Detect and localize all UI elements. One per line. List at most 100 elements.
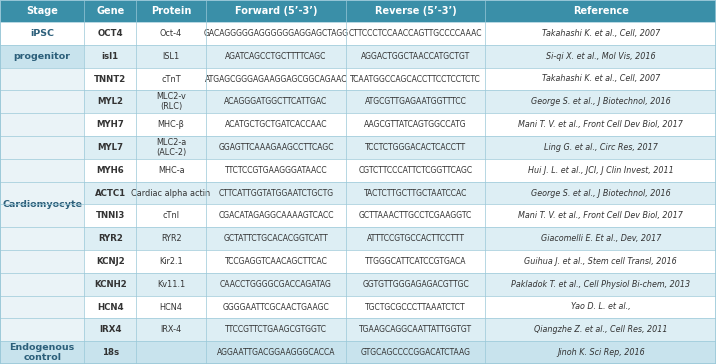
Text: IRX4: IRX4: [99, 325, 122, 334]
Text: Cardiac alpha actin: Cardiac alpha actin: [132, 189, 211, 198]
Text: Forward (5’-3’): Forward (5’-3’): [235, 6, 317, 16]
Text: MYL7: MYL7: [97, 143, 123, 152]
Text: Takahashi K. et al., Cell, 2007: Takahashi K. et al., Cell, 2007: [541, 29, 660, 38]
Bar: [84, 136, 716, 159]
Text: TCCGAGGTCAACAGCTTCAC: TCCGAGGTCAACAGCTTCAC: [225, 257, 327, 266]
Text: GACAGGGGGAGGGGGGAGGAGCTAGG: GACAGGGGGAGGGGGGAGGAGCTAGG: [203, 29, 349, 38]
Text: MLC2-v
(RLC): MLC2-v (RLC): [156, 92, 186, 111]
Text: Mani T. V. et al., Front Cell Dev Biol, 2017: Mani T. V. et al., Front Cell Dev Biol, …: [518, 120, 683, 129]
Text: Jinoh K. Sci Rep, 2016: Jinoh K. Sci Rep, 2016: [557, 348, 644, 357]
Text: GGAGTTCAAAGAAGCCTTCAGC: GGAGTTCAAAGAAGCCTTCAGC: [218, 143, 334, 152]
Bar: [84, 250, 716, 273]
Bar: [84, 182, 716, 205]
Text: KCNJ2: KCNJ2: [96, 257, 125, 266]
Text: IRX-4: IRX-4: [160, 325, 182, 334]
Text: TGCTGCGCCCTTAAATCTCT: TGCTGCGCCCTTAAATCTCT: [365, 302, 466, 312]
Text: AGGAATTGACGGAAGGGCACCA: AGGAATTGACGGAAGGGCACCA: [217, 348, 335, 357]
Bar: [0, 0, 716, 22]
Text: Kv11.1: Kv11.1: [157, 280, 185, 289]
Bar: [84, 113, 716, 136]
Text: TTCCGTTCTGAAGCGTGGTC: TTCCGTTCTGAAGCGTGGTC: [225, 325, 327, 334]
Text: iPSC: iPSC: [30, 29, 54, 38]
Text: GGTGTTGGGAGAGACGTTGC: GGTGTTGGGAGAGACGTTGC: [362, 280, 469, 289]
Text: GCTATTCTGCACACGGTCATT: GCTATTCTGCACACGGTCATT: [223, 234, 329, 243]
Bar: [84, 341, 716, 364]
Text: TTGGGCATTCATCCGTGACA: TTGGGCATTCATCCGTGACA: [365, 257, 466, 266]
Text: MHC-a: MHC-a: [158, 166, 185, 175]
Text: MHC-β: MHC-β: [158, 120, 185, 129]
Text: CGACATAGAGGCAAAAGTCACC: CGACATAGAGGCAAAAGTCACC: [218, 211, 334, 220]
Text: Reverse (5’-3’): Reverse (5’-3’): [374, 6, 457, 16]
Bar: [84, 22, 716, 45]
Bar: [0, 250, 84, 273]
Text: ACTC1: ACTC1: [95, 189, 126, 198]
Bar: [0, 273, 84, 296]
Text: TNNI3: TNNI3: [95, 211, 125, 220]
Text: AGGACTGGCTAACCATGCTGT: AGGACTGGCTAACCATGCTGT: [361, 52, 470, 61]
Text: George S. et al., J Biotechnol, 2016: George S. et al., J Biotechnol, 2016: [531, 97, 671, 106]
Text: MYH6: MYH6: [97, 166, 124, 175]
Bar: [84, 273, 716, 296]
Text: GTGCAGCCCCGGACATCTAAG: GTGCAGCCCCGGACATCTAAG: [361, 348, 470, 357]
Text: Ling G. et al., Circ Res, 2017: Ling G. et al., Circ Res, 2017: [543, 143, 658, 152]
Text: AAGCGTTATCAGTGGCCATG: AAGCGTTATCAGTGGCCATG: [364, 120, 467, 129]
Text: TGAAGCAGGCAATTATTGGTGT: TGAAGCAGGCAATTATTGGTGT: [359, 325, 472, 334]
Text: cTnT: cTnT: [161, 75, 181, 83]
Text: Gene: Gene: [96, 6, 125, 16]
Text: Qiangzhe Z. et al., Cell Res, 2011: Qiangzhe Z. et al., Cell Res, 2011: [534, 325, 667, 334]
Text: CTTCATTGGTATGGAATCTGCTG: CTTCATTGGTATGGAATCTGCTG: [218, 189, 334, 198]
Text: George S. et al., J Biotechnol, 2016: George S. et al., J Biotechnol, 2016: [531, 189, 671, 198]
Text: Oct-4: Oct-4: [160, 29, 183, 38]
Bar: [84, 318, 716, 341]
Text: Endogenous
control: Endogenous control: [9, 343, 75, 362]
Text: Si-qi X. et al., Mol Vis, 2016: Si-qi X. et al., Mol Vis, 2016: [546, 52, 656, 61]
Text: MLC2-a
(ALC-2): MLC2-a (ALC-2): [156, 138, 186, 157]
Text: TCCTCTGGGACACTCACCTT: TCCTCTGGGACACTCACCTT: [365, 143, 466, 152]
Text: CAACCTGGGGCGACCAGATAG: CAACCTGGGGCGACCAGATAG: [220, 280, 332, 289]
Text: ACAGGGATGGCTTCATTGAC: ACAGGGATGGCTTCATTGAC: [224, 97, 328, 106]
Text: CGTCTTCCCATTCTCGGTTCAGC: CGTCTTCCCATTCTCGGTTCAGC: [359, 166, 473, 175]
Text: Guihua J. et al., Stem cell Transl, 2016: Guihua J. et al., Stem cell Transl, 2016: [524, 257, 677, 266]
Bar: [84, 227, 716, 250]
Bar: [84, 296, 716, 318]
Bar: [0, 90, 84, 113]
Text: ISL1: ISL1: [163, 52, 180, 61]
Text: Cardiomyocyte: Cardiomyocyte: [2, 200, 82, 209]
Bar: [0, 68, 84, 90]
Text: Yao D. L. et al.,: Yao D. L. et al.,: [571, 302, 631, 312]
Text: GGGGAATTCGCAACTGAAGC: GGGGAATTCGCAACTGAAGC: [223, 302, 329, 312]
Text: Takahashi K. et al., Cell, 2007: Takahashi K. et al., Cell, 2007: [541, 75, 660, 83]
Bar: [0, 113, 84, 136]
Text: HCN4: HCN4: [97, 302, 124, 312]
Text: ACATGCTGCTGATCACCAAC: ACATGCTGCTGATCACCAAC: [225, 120, 327, 129]
Bar: [0, 318, 84, 341]
Text: Giacomelli E. Et al., Dev, 2017: Giacomelli E. Et al., Dev, 2017: [541, 234, 661, 243]
Text: HCN4: HCN4: [160, 302, 183, 312]
Text: Mani T. V. et al., Front Cell Dev Biol, 2017: Mani T. V. et al., Front Cell Dev Biol, …: [518, 211, 683, 220]
Bar: [0, 22, 84, 45]
Bar: [84, 90, 716, 113]
Text: cTnI: cTnI: [163, 211, 180, 220]
Bar: [0, 205, 84, 227]
Text: isl1: isl1: [102, 52, 119, 61]
Text: TACTCTTGCTTGCTAATCCAC: TACTCTTGCTTGCTAATCCAC: [364, 189, 468, 198]
Text: progenitor: progenitor: [14, 52, 71, 61]
Bar: [84, 205, 716, 227]
Bar: [0, 296, 84, 318]
Text: TTCTCCGTGAAGGGATAACC: TTCTCCGTGAAGGGATAACC: [225, 166, 327, 175]
Text: GCTTAAACTTGCCTCGAAGGTC: GCTTAAACTTGCCTCGAAGGTC: [359, 211, 473, 220]
Text: AGATCAGCCTGCTTTTCAGC: AGATCAGCCTGCTTTTCAGC: [226, 52, 326, 61]
Text: MYL2: MYL2: [97, 97, 123, 106]
Text: OCT4: OCT4: [97, 29, 123, 38]
Text: Hui J. L. et al., JCI, J Clin Invest, 2011: Hui J. L. et al., JCI, J Clin Invest, 20…: [528, 166, 674, 175]
Text: 18s: 18s: [102, 348, 119, 357]
Text: ATGCGTTGAGAATGGTTTCC: ATGCGTTGAGAATGGTTTCC: [364, 97, 467, 106]
Bar: [84, 45, 716, 68]
Text: Kir2.1: Kir2.1: [159, 257, 183, 266]
Text: MYH7: MYH7: [97, 120, 124, 129]
Bar: [0, 136, 84, 159]
Bar: [0, 45, 84, 68]
Bar: [0, 341, 84, 364]
Text: RYR2: RYR2: [161, 234, 181, 243]
Text: CTTCCCTCCAACCAGTTGCCCCAAAC: CTTCCCTCCAACCAGTTGCCCCAAAC: [349, 29, 483, 38]
